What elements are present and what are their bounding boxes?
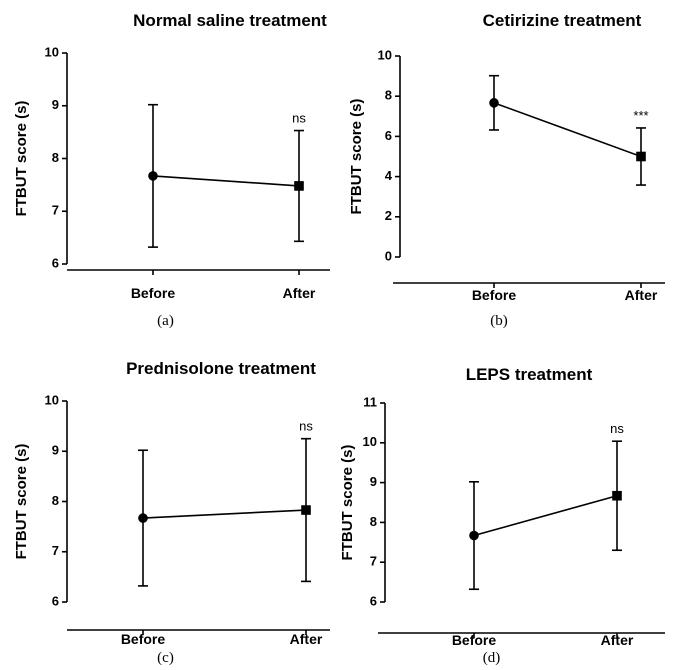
chart-panel-2: Cetirizine treatment FTBUT score (s) 0 2 4 6 8… <box>348 11 665 329</box>
significance-label: *** <box>633 108 648 123</box>
series-line <box>142 509 307 519</box>
chart-title: LEPS treatment <box>466 365 593 384</box>
significance-label: ns <box>299 419 313 434</box>
data-point-before <box>138 513 148 523</box>
x-tick-label: Before <box>121 631 166 647</box>
y-tick-label: 10 <box>363 434 377 449</box>
y-tick-label: 6 <box>52 593 59 608</box>
y-tick-label: 9 <box>52 443 59 458</box>
panel-label: (c) <box>157 650 174 666</box>
y-tick-label: 10 <box>45 44 59 59</box>
series-line <box>152 175 300 187</box>
data-point-before <box>148 171 158 181</box>
data-point-before <box>489 98 499 108</box>
y-tick-label: 10 <box>45 392 59 407</box>
chart-panel-1: Normal saline treatment FTBUT score (s) 6 7… <box>13 11 330 329</box>
x-tick-label: Before <box>131 285 176 301</box>
series-line <box>473 494 618 537</box>
y-tick-label: 9 <box>52 97 59 112</box>
chart-panel-4: LEPS treatment FTBUT score (s) 6 7 8 9 10 11 Bef… <box>339 365 665 666</box>
data-point-after <box>612 490 622 501</box>
significance-label: ns <box>610 421 624 436</box>
y-axis-label: FTBUT score (s) <box>348 99 365 215</box>
y-axis-label: FTBUT score (s) <box>339 445 356 561</box>
y-tick-label: 8 <box>370 514 377 529</box>
y-tick-label: 6 <box>385 128 392 143</box>
y-tick-label: 8 <box>52 150 59 165</box>
x-tick-label: After <box>601 632 634 648</box>
significance-label: ns <box>292 111 306 126</box>
y-tick-label: 6 <box>52 255 59 270</box>
y-tick-label: 7 <box>370 554 377 569</box>
chart-panel-3: Prednisolone treatment FTBUT score (s) 6 7 8… <box>13 359 330 666</box>
y-tick-label: 4 <box>385 168 393 183</box>
y-tick-label: 8 <box>52 493 59 508</box>
y-tick-label: 10 <box>378 47 392 62</box>
y-tick-label: 8 <box>385 88 392 103</box>
y-tick-label: 0 <box>385 248 392 263</box>
y-tick-label: 7 <box>52 543 59 558</box>
y-tick-label: 9 <box>370 474 377 489</box>
x-tick-label: After <box>283 285 316 301</box>
panel-label: (d) <box>483 650 501 666</box>
x-tick-label: After <box>290 631 323 647</box>
y-tick-label: 11 <box>363 394 377 409</box>
data-point-after <box>301 505 311 515</box>
panel-label: (a) <box>157 313 174 329</box>
chart-title: Cetirizine treatment <box>483 11 642 30</box>
x-tick-label: After <box>625 287 658 303</box>
y-tick-label: 6 <box>370 593 377 608</box>
data-point-after <box>294 181 304 191</box>
data-point-before <box>469 530 479 541</box>
data-point-after <box>636 151 646 162</box>
chart-title: Normal saline treatment <box>133 11 327 30</box>
x-tick-label: Before <box>452 632 497 648</box>
y-axis-label: FTBUT score (s) <box>13 444 30 560</box>
x-tick-label: Before <box>472 287 517 303</box>
y-axis-label: FTBUT score (s) <box>13 101 30 217</box>
chart-title: Prednisolone treatment <box>126 359 316 378</box>
panel-label: (b) <box>490 313 508 329</box>
y-tick-label: 2 <box>385 208 392 223</box>
series-line <box>493 102 642 158</box>
y-tick-label: 7 <box>52 203 59 218</box>
